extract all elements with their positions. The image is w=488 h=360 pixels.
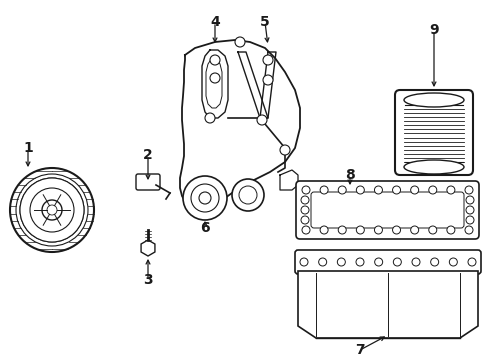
Circle shape xyxy=(374,226,382,234)
Circle shape xyxy=(338,226,346,234)
Circle shape xyxy=(355,258,363,266)
Circle shape xyxy=(257,115,266,125)
Circle shape xyxy=(338,186,346,194)
Circle shape xyxy=(302,226,309,234)
Circle shape xyxy=(392,258,401,266)
Circle shape xyxy=(199,192,210,204)
Circle shape xyxy=(337,258,345,266)
Circle shape xyxy=(428,186,436,194)
Polygon shape xyxy=(297,271,477,338)
Circle shape xyxy=(374,258,382,266)
Circle shape xyxy=(430,258,438,266)
Circle shape xyxy=(20,178,84,242)
Circle shape xyxy=(280,145,289,155)
Circle shape xyxy=(465,196,473,204)
Circle shape xyxy=(302,186,309,194)
Circle shape xyxy=(239,186,257,204)
FancyBboxPatch shape xyxy=(136,174,160,190)
FancyBboxPatch shape xyxy=(394,90,472,175)
Circle shape xyxy=(235,37,244,47)
Circle shape xyxy=(301,196,308,204)
Circle shape xyxy=(392,186,400,194)
Circle shape xyxy=(10,168,94,252)
Circle shape xyxy=(301,206,308,214)
Circle shape xyxy=(410,226,418,234)
Circle shape xyxy=(356,226,364,234)
Text: 2: 2 xyxy=(143,148,153,162)
Circle shape xyxy=(411,258,419,266)
FancyBboxPatch shape xyxy=(310,192,463,228)
Circle shape xyxy=(446,226,454,234)
Circle shape xyxy=(448,258,456,266)
FancyBboxPatch shape xyxy=(295,181,478,239)
Circle shape xyxy=(465,206,473,214)
Text: 4: 4 xyxy=(210,15,220,29)
Circle shape xyxy=(263,75,272,85)
Circle shape xyxy=(464,186,472,194)
Circle shape xyxy=(374,186,382,194)
Circle shape xyxy=(318,258,326,266)
Circle shape xyxy=(465,216,473,224)
Circle shape xyxy=(42,200,62,220)
Text: 8: 8 xyxy=(345,168,354,182)
Circle shape xyxy=(464,226,472,234)
Text: 7: 7 xyxy=(354,343,364,357)
FancyBboxPatch shape xyxy=(294,250,480,274)
Circle shape xyxy=(30,188,74,232)
Circle shape xyxy=(209,55,220,65)
Circle shape xyxy=(301,216,308,224)
Text: 6: 6 xyxy=(200,221,209,235)
Ellipse shape xyxy=(403,93,463,107)
Text: 1: 1 xyxy=(23,141,33,155)
Circle shape xyxy=(20,178,84,242)
Circle shape xyxy=(47,205,57,215)
Ellipse shape xyxy=(403,160,463,174)
Circle shape xyxy=(356,186,364,194)
Circle shape xyxy=(320,186,327,194)
Polygon shape xyxy=(141,240,155,256)
Circle shape xyxy=(467,258,475,266)
Circle shape xyxy=(231,179,264,211)
Circle shape xyxy=(183,176,226,220)
Circle shape xyxy=(392,226,400,234)
Circle shape xyxy=(320,226,327,234)
Text: 3: 3 xyxy=(143,273,153,287)
Circle shape xyxy=(209,73,220,83)
Circle shape xyxy=(204,113,215,123)
Circle shape xyxy=(428,226,436,234)
Circle shape xyxy=(16,174,88,246)
Circle shape xyxy=(410,186,418,194)
Text: 9: 9 xyxy=(428,23,438,37)
Circle shape xyxy=(299,258,307,266)
Circle shape xyxy=(263,55,272,65)
Circle shape xyxy=(446,186,454,194)
Circle shape xyxy=(191,184,219,212)
Text: 5: 5 xyxy=(260,15,269,29)
